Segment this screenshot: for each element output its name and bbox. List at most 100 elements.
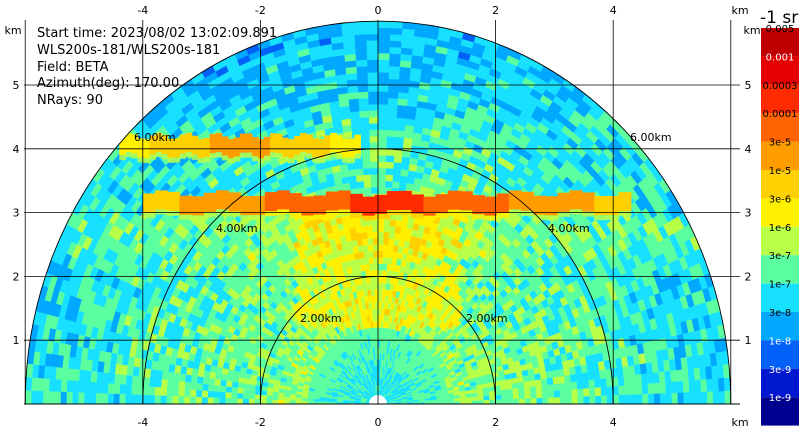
field-cell xyxy=(381,282,387,290)
field-cell xyxy=(367,250,374,258)
field-cell xyxy=(581,371,589,381)
field-cell xyxy=(363,257,370,265)
field-cell xyxy=(355,168,364,176)
field-cell xyxy=(377,237,384,245)
field-cell xyxy=(356,238,363,247)
field-cell xyxy=(368,257,374,265)
field-cell xyxy=(377,40,390,48)
field-cell xyxy=(347,91,359,100)
field-cell xyxy=(618,385,626,396)
field-cell xyxy=(652,371,660,384)
field-cell xyxy=(712,377,720,392)
field-cell xyxy=(348,104,360,113)
field-cell xyxy=(501,398,508,404)
field-cell xyxy=(373,282,379,290)
field-cell xyxy=(564,381,572,390)
field-cell xyxy=(354,161,364,170)
field-cell xyxy=(386,135,396,144)
field-cell xyxy=(355,59,368,67)
field-cell xyxy=(355,232,363,240)
field-cell xyxy=(369,269,375,277)
field-cell xyxy=(383,225,390,233)
field-cell xyxy=(377,65,390,73)
field-cell xyxy=(348,175,357,184)
field-cell xyxy=(356,187,365,195)
field-cell xyxy=(368,110,379,118)
field-cell xyxy=(530,397,537,404)
field-cell xyxy=(345,72,358,81)
field-cell xyxy=(368,116,379,124)
field-cell xyxy=(601,395,608,404)
field-cell xyxy=(394,226,402,234)
field-cell xyxy=(368,263,374,271)
field-cell xyxy=(518,387,525,394)
field-cell xyxy=(370,186,379,194)
field-cell xyxy=(507,398,514,404)
field-cell xyxy=(392,174,401,183)
field-cell xyxy=(377,103,388,111)
field-cell xyxy=(399,226,407,235)
field-cell xyxy=(374,301,379,309)
field-cell xyxy=(399,53,413,62)
field-cell xyxy=(577,388,584,397)
field-cell xyxy=(377,123,388,131)
field-cell xyxy=(392,161,402,170)
field-cell xyxy=(471,396,479,401)
field-cell xyxy=(350,117,361,126)
field-cell xyxy=(377,276,383,284)
field-cell xyxy=(354,46,367,55)
field-cell xyxy=(367,91,379,99)
field-cell xyxy=(360,135,370,144)
field-cell xyxy=(367,78,379,86)
field-cell xyxy=(381,269,387,277)
field-cell xyxy=(676,380,684,393)
field-cell xyxy=(347,169,357,177)
field-cell xyxy=(389,27,403,36)
field-cell xyxy=(388,65,400,74)
field-cell xyxy=(366,40,379,48)
field-cell xyxy=(624,384,631,395)
field-cell xyxy=(366,231,373,239)
field-cell xyxy=(365,33,379,41)
field-cell xyxy=(712,390,720,404)
field-cell xyxy=(635,383,643,395)
field-cell xyxy=(367,97,379,105)
field-cell xyxy=(377,148,387,156)
field-cell xyxy=(512,393,520,400)
field-cell xyxy=(380,327,384,335)
field-cell xyxy=(688,379,696,393)
field-cell xyxy=(587,370,595,381)
field-cell xyxy=(540,378,548,386)
field-cell xyxy=(358,104,369,112)
field-cell xyxy=(617,375,625,386)
field-cell xyxy=(387,84,399,93)
field-cell xyxy=(530,391,537,399)
field-cell xyxy=(384,295,389,303)
field-cell xyxy=(554,396,561,404)
field-cell xyxy=(384,289,390,297)
field-cell xyxy=(381,276,387,284)
field-cell xyxy=(356,65,368,74)
field-cell xyxy=(380,301,385,309)
field-cell xyxy=(385,155,395,163)
field-cell xyxy=(388,59,401,67)
field-cell xyxy=(694,379,702,393)
field-cell xyxy=(346,162,356,171)
field-cell xyxy=(355,53,368,61)
field-cell xyxy=(373,257,379,264)
field-cell xyxy=(368,129,379,137)
field-cell xyxy=(386,142,396,150)
field-cell xyxy=(658,371,666,383)
field-cell xyxy=(389,40,402,48)
field-cell xyxy=(545,370,553,379)
field-cell xyxy=(363,251,369,259)
field-cell xyxy=(377,218,385,226)
field-cell xyxy=(399,169,409,177)
field-cell xyxy=(518,392,526,399)
field-cell xyxy=(394,219,402,228)
field-cell xyxy=(388,53,401,61)
field-cell xyxy=(681,368,690,382)
field-cell xyxy=(377,167,386,175)
field-cell xyxy=(366,52,379,60)
field-cell xyxy=(477,399,485,404)
